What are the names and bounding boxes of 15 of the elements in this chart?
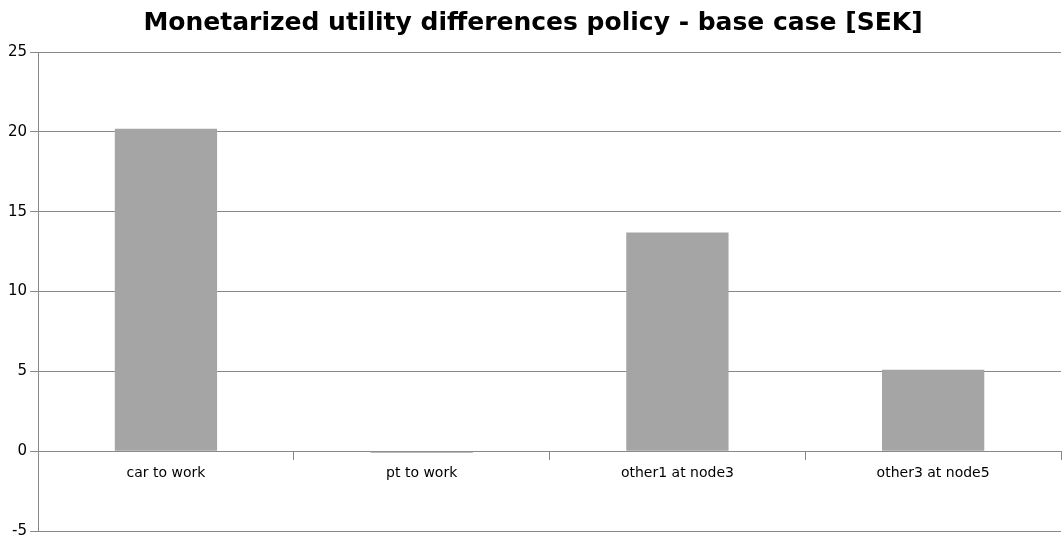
y-tick-label: 20 [7, 121, 28, 140]
bar [114, 128, 218, 451]
x-tick-label: other3 at node5 [876, 464, 990, 481]
x-tick-label: other1 at node3 [620, 464, 734, 481]
bar [626, 232, 729, 451]
y-tick-label: -5 [12, 520, 28, 539]
y-tick-label: 5 [17, 361, 28, 380]
y-tick-label: 25 [7, 41, 28, 60]
y-tick-label: 0 [17, 441, 28, 460]
bar [881, 369, 985, 451]
y-tick-label: 15 [7, 201, 28, 220]
x-tick-label: pt to work [386, 464, 459, 481]
x-tick-label: car to work [126, 464, 207, 481]
chart-title: Monetarized utility differences policy - base case [SEK] [143, 6, 923, 36]
y-tick-label: 10 [7, 281, 28, 300]
